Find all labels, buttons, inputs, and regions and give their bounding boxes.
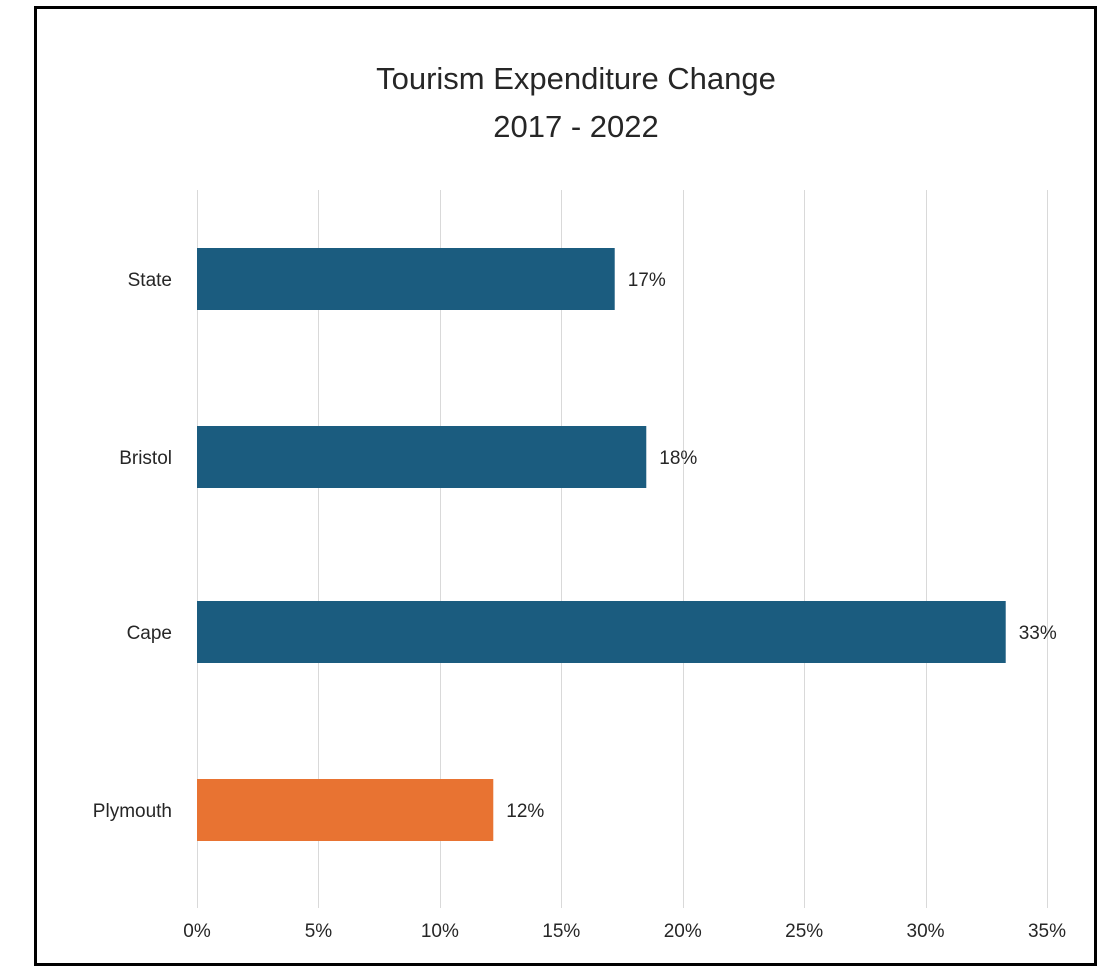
x-axis-tick-labels: 0% 5% 10% 15% 20% 25% 30% 35% [183, 921, 1066, 942]
x-tick-label-15: 15% [542, 921, 580, 942]
data-label-plymouth: 12% [506, 801, 544, 822]
bar-bristol [197, 426, 647, 488]
chart-title-line-1: Tourism Expenditure Change [376, 61, 776, 96]
bar-state [197, 248, 615, 310]
bar-cape [197, 601, 1006, 663]
x-tick-label-35: 35% [1028, 921, 1066, 942]
bars [197, 248, 1006, 841]
data-label-bristol: 18% [659, 448, 697, 469]
bar-plymouth [197, 779, 494, 841]
x-tick-label-10: 10% [421, 921, 459, 942]
chart-title-line-2: 2017 - 2022 [493, 109, 658, 144]
category-label-plymouth: Plymouth [93, 801, 172, 822]
x-tick-label-20: 20% [664, 921, 702, 942]
category-label-state: State [128, 270, 172, 291]
x-tick-label-5: 5% [305, 921, 333, 942]
data-labels: 17% 18% 33% 12% [506, 270, 1057, 822]
chart-title: Tourism Expenditure Change 2017 - 2022 [376, 61, 776, 144]
data-label-cape: 33% [1019, 623, 1057, 644]
x-tick-label-0: 0% [183, 921, 211, 942]
x-tick-label-30: 30% [907, 921, 945, 942]
data-label-state: 17% [628, 270, 666, 291]
category-label-bristol: Bristol [119, 448, 172, 469]
category-labels: State Bristol Cape Plymouth [93, 270, 172, 822]
category-label-cape: Cape [127, 623, 172, 644]
x-tick-label-25: 25% [785, 921, 823, 942]
